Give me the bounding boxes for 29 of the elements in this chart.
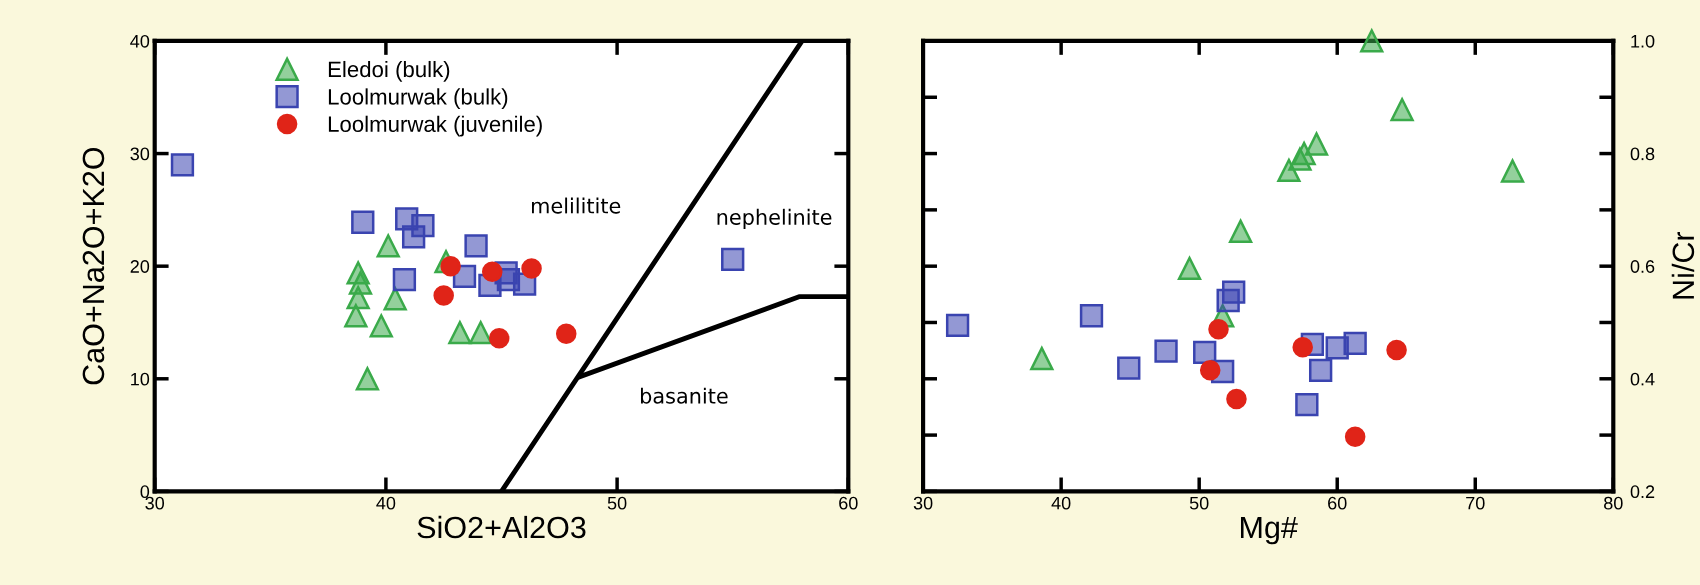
- x-tick-label: 40: [1051, 496, 1071, 510]
- y2-tick-label: 0.8: [1630, 147, 1655, 161]
- y-tick-label: 40: [130, 34, 150, 48]
- x-tick-label: 50: [1189, 496, 1209, 510]
- x-tick-label: 80: [1604, 496, 1623, 510]
- x-tick-label: 60: [1328, 496, 1347, 510]
- annotation: basanite: [641, 387, 728, 404]
- annotation: melilitite: [532, 197, 621, 214]
- y-tick-label: 20: [130, 260, 150, 273]
- y2-axis-title: Ni/Cr: [1671, 231, 1695, 299]
- x-tick-label: 30: [145, 496, 165, 510]
- y-tick-label: 10: [131, 372, 150, 386]
- legend-label: Loolmurwak (juvenile): [328, 115, 542, 137]
- legend-label: Eledoi (bulk): [328, 60, 450, 82]
- x-axis-title: Mg#: [1240, 516, 1298, 545]
- x-tick-label: 70: [1466, 496, 1485, 510]
- x-axis-title: SiO2+Al2O3: [417, 515, 586, 539]
- x-tick-label: 30: [913, 496, 933, 510]
- y2-tick-label: 1.0: [1631, 34, 1655, 48]
- x-tick-label: 60: [839, 496, 858, 510]
- x-tick-label: 50: [607, 496, 627, 510]
- x-tick-label: 40: [376, 496, 396, 510]
- y2-tick-label: 0.4: [1630, 372, 1655, 386]
- y2-tick-label: 0.2: [1630, 485, 1655, 499]
- legend-label: Loolmurwak (bulk): [328, 88, 508, 110]
- y-axis-title: CaO+Na2O+K2O: [82, 147, 105, 385]
- annotation: nephelinite: [717, 208, 832, 229]
- y-tick-label: 30: [130, 147, 150, 161]
- y2-tick-label: 0.6: [1630, 260, 1655, 273]
